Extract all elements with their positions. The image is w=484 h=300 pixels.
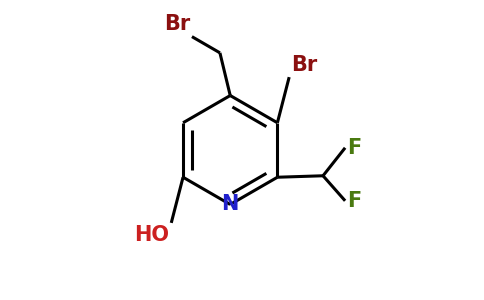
- Text: HO: HO: [134, 225, 169, 245]
- Text: F: F: [348, 191, 362, 211]
- Text: Br: Br: [164, 14, 191, 34]
- Text: Br: Br: [291, 55, 317, 75]
- Text: F: F: [348, 138, 362, 158]
- Text: N: N: [222, 194, 239, 214]
